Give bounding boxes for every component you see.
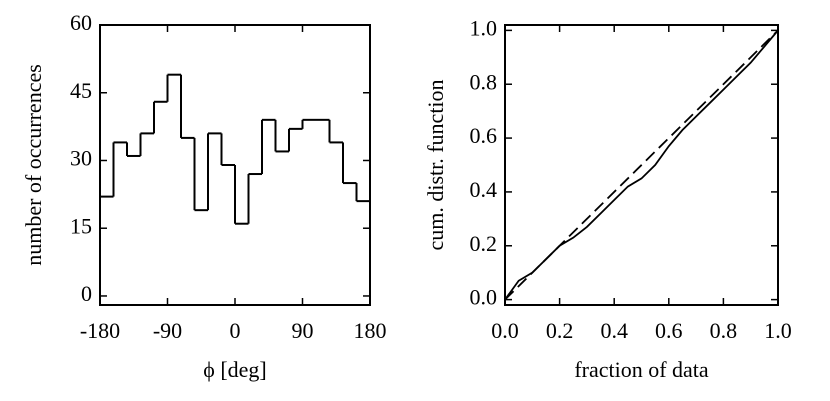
x-tick-label: -90: [153, 318, 182, 343]
y-tick-label: 0.8: [470, 69, 498, 94]
x-tick-label: 0: [230, 318, 241, 343]
y-tick-label: 30: [70, 146, 92, 171]
x-tick-label: 180: [354, 318, 387, 343]
y-axis-label: cum. distr. function: [423, 79, 448, 250]
x-tick-label: 0.8: [710, 318, 738, 343]
plot-frame: [504, 24, 779, 306]
y-tick-label: 0.6: [470, 123, 498, 148]
y-tick-label: 0: [81, 281, 92, 306]
x-tick-label: 0.4: [600, 318, 628, 343]
x-tick-label: 0.2: [546, 318, 574, 343]
x-tick-label: -180: [80, 318, 120, 343]
y-tick-label: 45: [70, 78, 92, 103]
x-tick-label: 0.0: [491, 318, 519, 343]
y-tick-label: 0.2: [470, 231, 498, 256]
x-axis-label: ϕ [deg]: [203, 357, 267, 382]
x-tick-label: 0.6: [655, 318, 683, 343]
y-tick-label: 0.0: [470, 285, 498, 310]
y-tick-label: 1.0: [470, 15, 498, 40]
x-axis-label: fraction of data: [574, 357, 709, 382]
y-tick-label: 15: [70, 213, 92, 238]
x-tick-label: 1.0: [764, 318, 792, 343]
y-tick-label: 0.4: [470, 177, 498, 202]
y-tick-label: 60: [70, 10, 92, 35]
x-tick-label: 90: [292, 318, 314, 343]
cdf-line: [504, 29, 779, 301]
y-axis-label: number of occurrences: [21, 64, 46, 266]
